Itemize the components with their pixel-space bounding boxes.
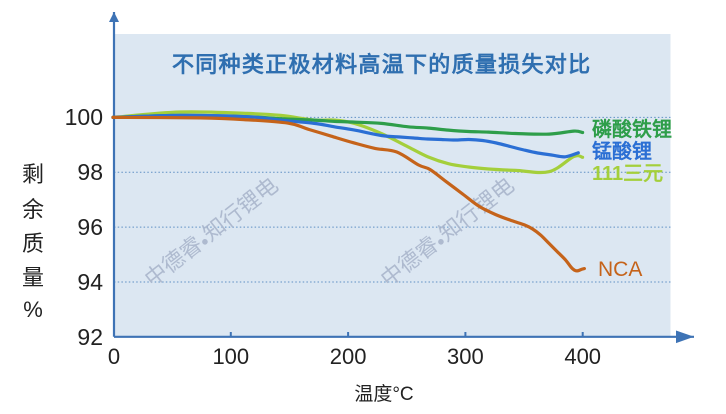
svg-text:锰酸锂: 锰酸锂: [592, 139, 652, 163]
svg-text:质: 质: [22, 231, 44, 256]
svg-text:NCA: NCA: [598, 258, 642, 281]
svg-text:100: 100: [65, 104, 103, 130]
svg-text:94: 94: [77, 269, 103, 295]
svg-text:温度°C: 温度°C: [354, 383, 413, 405]
svg-text:量: 量: [22, 265, 44, 290]
svg-text:111三元: 111三元: [592, 163, 663, 185]
svg-text:98: 98: [77, 159, 103, 185]
svg-text:剩: 剩: [22, 162, 44, 187]
svg-text:200: 200: [330, 344, 367, 369]
svg-text:磷酸铁锂: 磷酸铁锂: [592, 117, 672, 141]
svg-text:100: 100: [212, 344, 249, 369]
svg-text:余: 余: [22, 197, 44, 222]
svg-text:96: 96: [77, 214, 103, 240]
svg-text:0: 0: [108, 344, 120, 369]
svg-text:%: %: [23, 297, 43, 322]
svg-text:300: 300: [447, 344, 484, 369]
svg-text:400: 400: [564, 344, 601, 369]
svg-text:92: 92: [77, 324, 103, 350]
svg-text:不同种类正极材料高温下的质量损失对比: 不同种类正极材料高温下的质量损失对比: [172, 52, 591, 77]
